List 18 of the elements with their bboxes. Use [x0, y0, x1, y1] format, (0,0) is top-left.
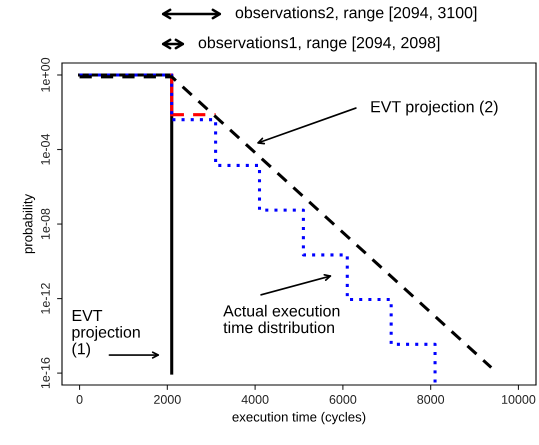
y-tick-label: 1e+00 [40, 58, 50, 92]
annotation: EVT projection (1) [72, 310, 140, 358]
x-tick-label: 8000 [417, 395, 444, 404]
x-tick-label: 4000 [241, 395, 269, 404]
y-axis-title: probability [22, 194, 36, 254]
x-tick-label: 0 [76, 395, 83, 404]
x-axis-title: execution time (cycles) [232, 412, 366, 424]
x-tick-label: 6000 [330, 395, 356, 404]
y-tick-label: 1e-08 [40, 208, 50, 240]
x-tick-label: 2000 [154, 395, 181, 404]
y-tick-label: 1e-12 [40, 283, 50, 314]
annotation: EVT projection (2) [371, 100, 498, 116]
annotation: Actual execution time distribution [223, 304, 340, 334]
x-tick-label: 10000 [502, 395, 536, 404]
text: observations2, range [2094, 3100] [236, 6, 476, 22]
y-tick-label: 1e-16 [40, 358, 50, 388]
y-tick-label: 1e-04 [40, 134, 50, 165]
text: observations1, range [2094, 2098] [198, 36, 440, 52]
